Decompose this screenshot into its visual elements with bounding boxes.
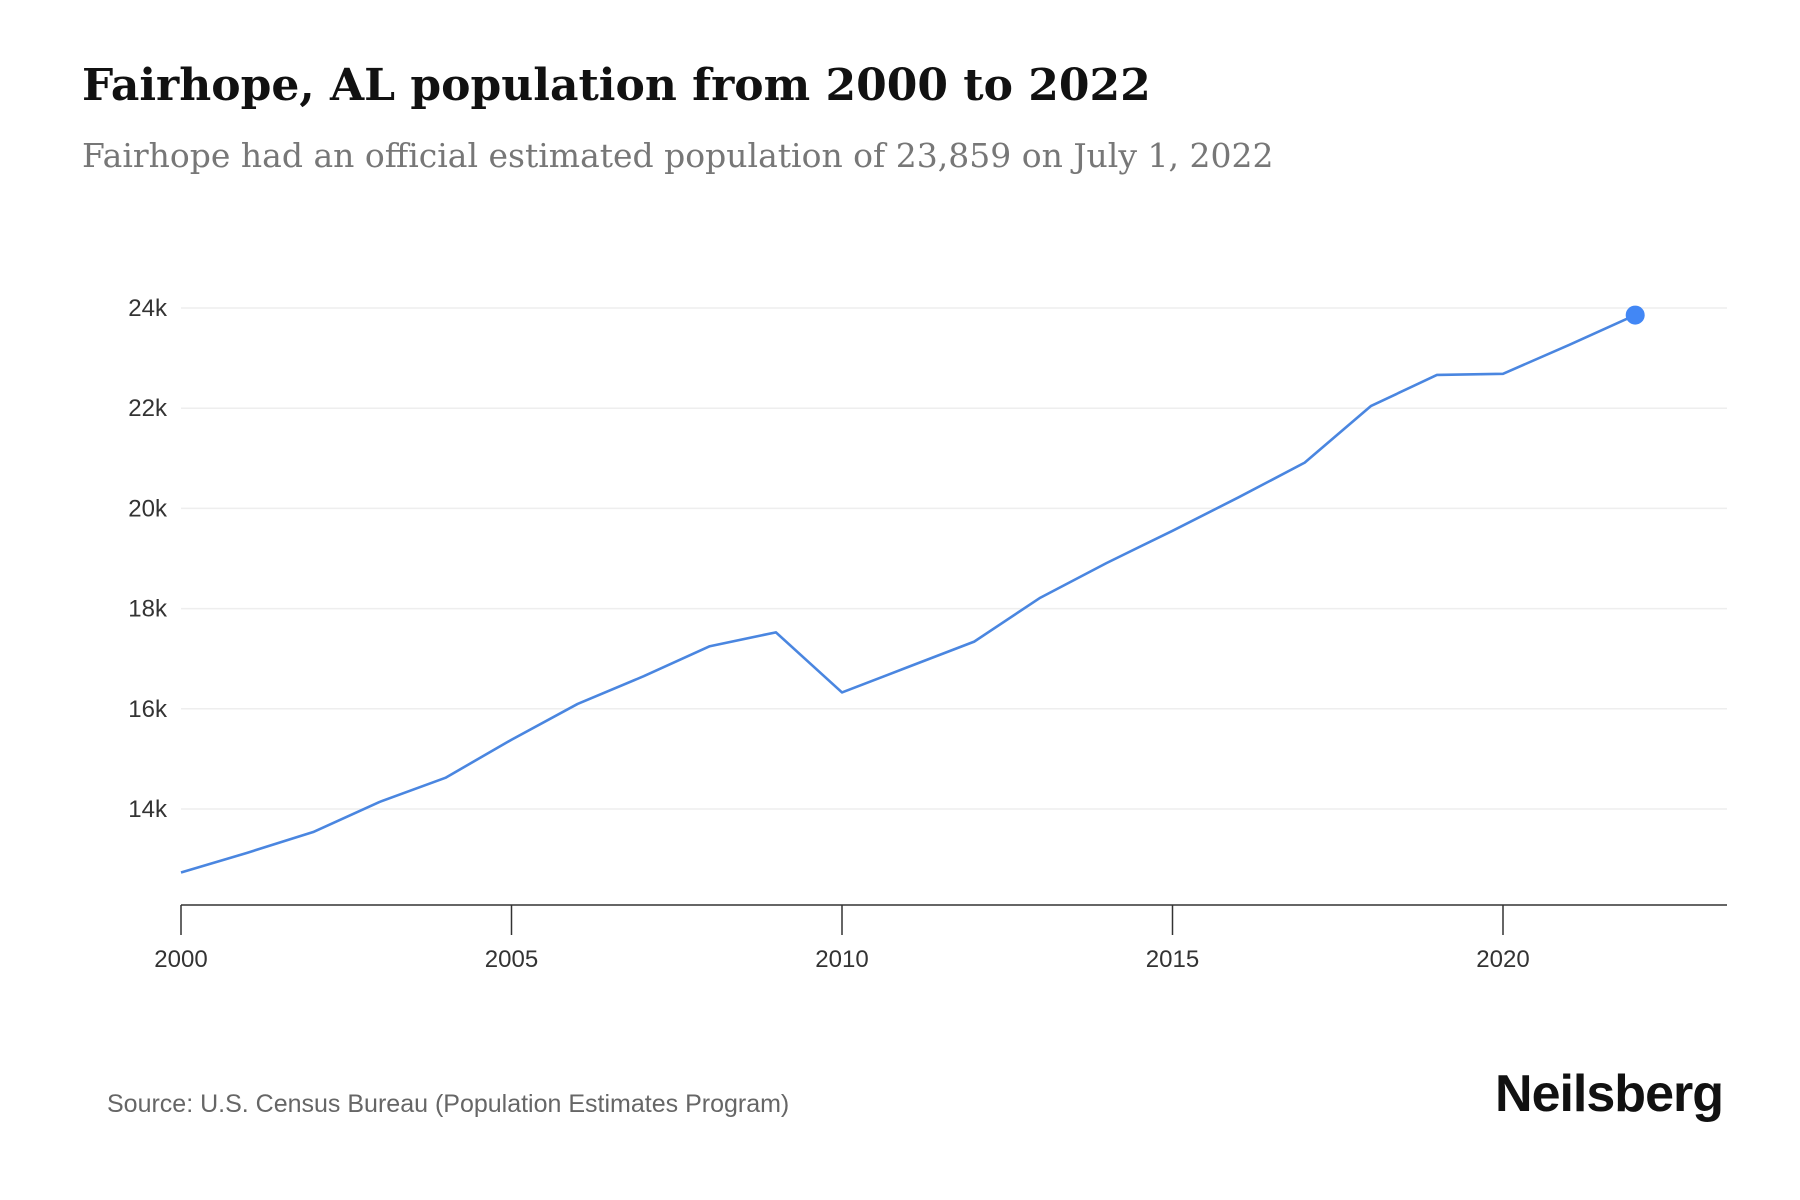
brand-logo: Neilsberg [1495,1065,1724,1123]
population-line [180,313,1636,874]
chart-subtitle: Fairhope had an official estimated popul… [82,136,1274,175]
chart-title: Fairhope, AL population from 2000 to 202… [82,60,1151,111]
last-point-marker [1625,305,1645,325]
y-tick-label: 20k [128,495,168,522]
y-tick-label: 18k [128,596,168,623]
y-tick-label: 14k [128,796,168,823]
x-tick-label: 2015 [1146,946,1199,973]
y-tick-label: 16k [128,696,168,723]
y-tick-label: 22k [128,395,168,422]
x-tick-label: 2010 [815,946,868,973]
x-tick-label: 2020 [1476,946,1529,973]
x-tick-label: 2005 [485,946,538,973]
x-tick-label: 2000 [154,946,207,973]
y-tick-label: 24k [128,295,168,322]
source-note: Source: U.S. Census Bureau (Population E… [107,1090,790,1118]
